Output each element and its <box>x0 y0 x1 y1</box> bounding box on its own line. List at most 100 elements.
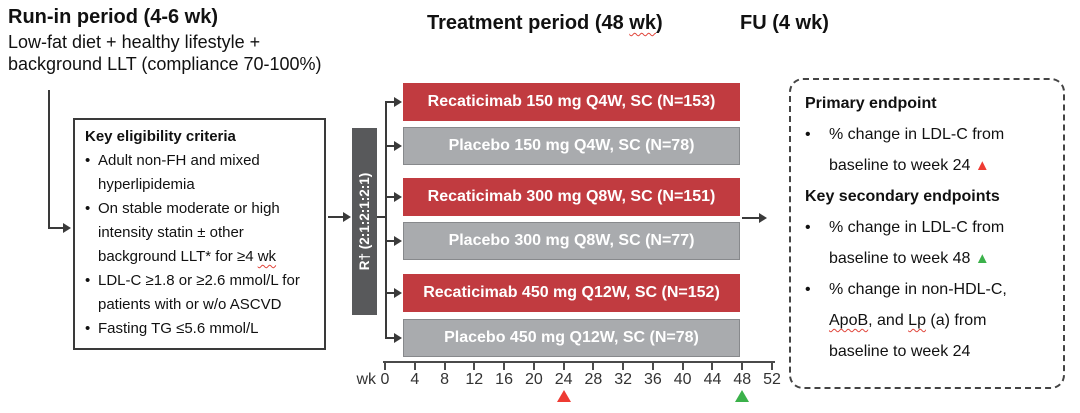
axis-tick-label: 12 <box>465 371 484 388</box>
arm-bar-placebo-5: Placebo 450 mg Q12W, SC (N=78) <box>403 319 740 357</box>
axis-tick <box>503 361 506 370</box>
eligibility-item: • LDL-C ≥1.8 or ≥2.6 mmol/L for patients … <box>85 269 318 317</box>
arm-bar-label: Recaticimab 450 mg Q12W, SC (N=152) <box>423 284 720 301</box>
secondary-endpoint-item-text: % change in non-HDL-C, ApoB, and Lp (a) … <box>829 281 1007 360</box>
bullet-icon: • <box>85 272 91 289</box>
arm-bar-label: Placebo 300 mg Q8W, SC (N=77) <box>448 232 695 249</box>
randomization-ratio-label: R† (2:1:2:1:2:1) <box>357 172 372 271</box>
eligibility-item-text: On stable moderate or high intensity sta… <box>98 200 280 265</box>
box-to-randomization-line <box>328 216 345 218</box>
secondary-endpoint-item: • % change in non-HDL-C, ApoB, and Lp (a)… <box>805 274 1053 367</box>
secondary-endpoints-title: Key secondary endpoints <box>805 188 1000 205</box>
branch-arrowhead-icon <box>394 288 402 298</box>
fu-period-title: FU (4 wk) <box>740 12 829 34</box>
axis-tick <box>562 361 565 370</box>
elbow-connector-arrowhead-icon <box>63 223 71 233</box>
axis-tick-label: 8 <box>440 371 449 388</box>
branch-arrowhead-icon <box>394 333 402 343</box>
axis-marker-triangle-green <box>735 390 750 402</box>
branch-line <box>386 337 395 339</box>
branch-vertical-line <box>385 101 387 339</box>
secondary-endpoint-item: • % change in LDL-C from baseline to week… <box>805 212 1053 274</box>
arm-bar-label: Recaticimab 300 mg Q8W, SC (N=151) <box>427 188 716 205</box>
primary-endpoint-list: • % change in LDL-C from baseline to week… <box>805 119 1053 181</box>
axis-tick-label: 48 <box>733 371 752 388</box>
branch-arrowhead-icon <box>394 192 402 202</box>
runin-subtitle-line2: background LLT (compliance 70-100%) <box>8 54 322 74</box>
primary-endpoint-item: • % change in LDL-C from baseline to week… <box>805 119 1053 181</box>
axis-tick-label: 36 <box>644 371 662 388</box>
arm-bar-placebo-1: Placebo 150 mg Q4W, SC (N=78) <box>403 127 740 165</box>
branch-line <box>386 292 395 294</box>
eligibility-item-text: Adult non-FH and mixed hyperlipidemia <box>98 152 260 193</box>
axis-tick <box>741 361 744 370</box>
branch-line <box>386 145 395 147</box>
axis-tick-label: 4 <box>410 371 420 388</box>
eligibility-item-list: • Adult non-FH and mixed hyperlipidemia • O… <box>85 149 318 341</box>
eligibility-item: • On stable moderate or high intensity st… <box>85 197 318 269</box>
eligibility-criteria-box: Key eligibility criteria • Adult non-FH a… <box>73 118 326 350</box>
eligibility-title: Key eligibility criteria <box>85 128 236 145</box>
axis-tick-label: 40 <box>673 371 692 388</box>
axis-tick-label: 0 <box>380 371 390 388</box>
arm-bar-label: Recaticimab 150 mg Q4W, SC (N=153) <box>427 93 716 110</box>
elbow-connector-horizontal-line <box>48 227 65 229</box>
treatment-period-title: Treatment period (48 wk) <box>427 12 663 34</box>
branch-line <box>386 196 395 198</box>
runin-subtitle-line1: Low-fat diet + healthy lifestyle + <box>8 32 261 52</box>
bullet-icon: • <box>805 219 811 236</box>
week-axis-line <box>383 361 775 363</box>
arm-bar-active-0: Recaticimab 150 mg Q4W, SC (N=153) <box>403 83 740 121</box>
axis-tick <box>681 361 684 370</box>
axis-marker-triangle-red <box>556 390 571 402</box>
runin-period-title: Run-in period (4-6 wk) <box>8 6 218 28</box>
eligibility-item-text: LDL-C ≥1.8 or ≥2.6 mmol/L for patients w… <box>98 272 300 313</box>
bullet-icon: • <box>85 200 91 217</box>
primary-endpoint-title: Primary endpoint <box>805 95 937 112</box>
arm-bar-placebo-3: Placebo 300 mg Q8W, SC (N=77) <box>403 222 740 260</box>
elbow-connector-vertical-line <box>48 90 50 229</box>
bars-to-endpoints-line <box>742 217 761 219</box>
axis-tick-label: 20 <box>524 371 543 388</box>
branch-arrowhead-icon <box>394 97 402 107</box>
eligibility-item-text: Fasting TG ≤5.6 mmol/L <box>98 320 259 337</box>
eligibility-item: • Adult non-FH and mixed hyperlipidemia <box>85 149 318 197</box>
bullet-icon: • <box>805 126 811 143</box>
axis-tick <box>711 361 714 370</box>
eligibility-item: • Fasting TG ≤5.6 mmol/L <box>85 317 318 341</box>
week-axis-unit-label: wk <box>356 371 376 388</box>
axis-tick <box>532 361 535 370</box>
endpoints-box: Primary endpoint • % change in LDL-C from… <box>789 78 1065 389</box>
primary-endpoint-item-text: % change in LDL-C from baseline to week … <box>829 126 1005 174</box>
axis-tick <box>622 361 625 370</box>
axis-tick <box>443 361 446 370</box>
secondary-endpoint-item-text: % change in LDL-C from baseline to week … <box>829 219 1005 267</box>
arm-bar-label: Placebo 150 mg Q4W, SC (N=78) <box>448 137 695 154</box>
bullet-icon: • <box>85 320 91 337</box>
arm-bar-label: Placebo 450 mg Q12W, SC (N=78) <box>444 329 699 346</box>
randomization-bar: R† (2:1:2:1:2:1) <box>352 128 377 315</box>
axis-tick <box>651 361 654 370</box>
branch-line <box>386 101 395 103</box>
branch-arrowhead-icon <box>394 141 402 151</box>
axis-tick-label: 44 <box>703 371 722 388</box>
axis-tick <box>592 361 595 370</box>
axis-tick <box>771 361 773 370</box>
axis-tick <box>473 361 476 370</box>
axis-tick <box>413 361 416 370</box>
axis-tick-label: 16 <box>495 371 513 388</box>
axis-tick-label: 28 <box>584 371 603 388</box>
bars-to-endpoints-arrowhead-icon <box>759 213 767 223</box>
secondary-endpoint-list: • % change in LDL-C from baseline to week… <box>805 212 1053 367</box>
arm-bar-active-4: Recaticimab 450 mg Q12W, SC (N=152) <box>403 274 740 312</box>
box-to-randomization-arrowhead-icon <box>343 212 351 222</box>
branch-line <box>386 240 395 242</box>
axis-tick-label: 32 <box>614 371 633 388</box>
bullet-icon: • <box>85 152 91 169</box>
axis-tick-label: 24 <box>554 371 573 388</box>
branch-arrowhead-icon <box>394 236 402 246</box>
bullet-icon: • <box>805 281 811 298</box>
axis-tick-label: 52 <box>763 371 781 388</box>
branch-stem-line <box>377 216 386 218</box>
